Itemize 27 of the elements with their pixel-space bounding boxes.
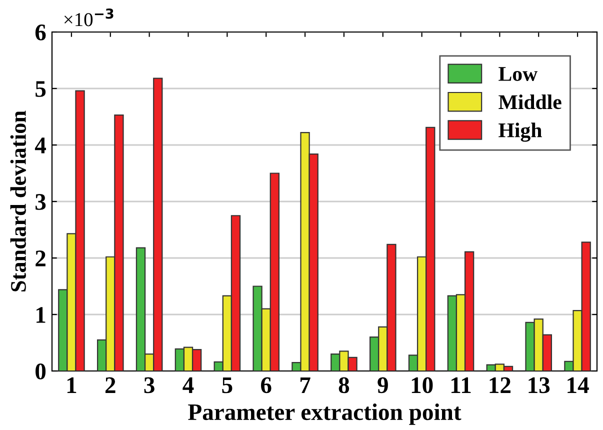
x-tick-label: 5 xyxy=(222,377,232,394)
x-tick-label: 2 xyxy=(105,377,116,393)
y-tick-label: 1 xyxy=(36,307,46,323)
x-tick-label: 3 xyxy=(144,377,154,394)
x-tick-label: 14 xyxy=(568,377,589,393)
x-tick-label: 7 xyxy=(300,377,310,393)
x-tick-label: 13 xyxy=(528,377,550,394)
x-axis-title: Parameter extraction point xyxy=(188,404,462,425)
y-tick-label: 0 xyxy=(36,363,46,380)
y-tick-label: 2 xyxy=(36,250,46,266)
legend-label: Low xyxy=(498,67,538,81)
y-tick-label: 4 xyxy=(34,138,46,154)
y-tick-label: 3 xyxy=(36,194,46,210)
legend-label: High xyxy=(498,122,542,142)
x-tick-label: 4 xyxy=(182,377,194,393)
x-tick-label: 12 xyxy=(490,377,510,393)
y-axis-title: Standard deviation xyxy=(10,110,26,292)
x-tick-label: 9 xyxy=(378,377,388,394)
y-tick-label: 6 xyxy=(35,24,46,40)
x-tick-label: 6 xyxy=(261,377,272,394)
x-tick-label: 1 xyxy=(67,377,76,393)
x-tick-label: 8 xyxy=(338,377,350,394)
x-tick-label: 11 xyxy=(451,377,471,393)
y-tick-label: 5 xyxy=(36,81,46,97)
x-tick-label: 10 xyxy=(412,377,433,394)
text: ×10$^{−3}$ xyxy=(64,8,114,26)
legend-label: Middle xyxy=(498,94,562,110)
